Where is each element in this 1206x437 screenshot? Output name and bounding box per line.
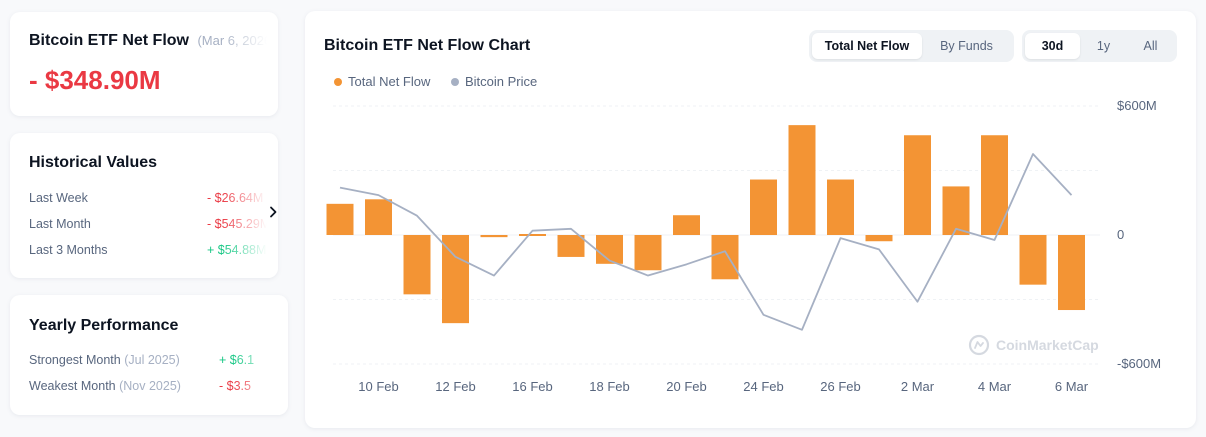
historical-row: Last Week - $26.64M <box>29 191 269 207</box>
net-flow-chart[interactable]: $600M 0 -$600M 10 Feb 12 Feb 16 Feb 18 Feb 20 F… <box>305 11 1196 428</box>
range-30d-button[interactable]: 30d <box>1025 33 1080 59</box>
flow-bar <box>711 235 739 280</box>
range-1y-button[interactable]: 1y <box>1096 39 1111 53</box>
flow-bar <box>634 235 662 271</box>
yearly-performance-title: Yearly Performance <box>29 317 179 334</box>
historical-row: Last Month - $545.29M <box>29 217 271 233</box>
flow-bar <box>673 215 700 235</box>
yearly-row-value: - $3.5 <box>219 379 251 393</box>
yearly-row-period: (Nov 2025) <box>119 379 181 393</box>
flow-bar <box>326 203 354 235</box>
y-tick-label: -$600M <box>1117 356 1161 371</box>
flow-bar <box>1058 235 1085 311</box>
yearly-row-label: Strongest Month (Jul 2025) <box>29 353 180 367</box>
coinmarketcap-logo-icon <box>968 334 990 356</box>
historical-row-label: Last Month <box>29 217 91 231</box>
historical-values-title: Historical Values <box>29 154 158 171</box>
bar-series <box>326 125 1085 324</box>
tab-by-funds[interactable]: By Funds <box>940 39 993 53</box>
yearly-row: Strongest Month (Jul 2025) + $6.1 <box>29 353 269 369</box>
x-tick-label: 2 Mar <box>901 379 935 394</box>
historical-row-value: - $26.64M <box>207 191 264 205</box>
legend-item-total-net-flow[interactable]: Total Net Flow <box>334 74 430 89</box>
net-flow-date: (Mar 6, 2026) <box>197 33 276 48</box>
flow-bar <box>827 179 854 235</box>
flow-bar <box>788 125 816 235</box>
yearly-row-name: Strongest Month <box>29 353 121 367</box>
legend-item-bitcoin-price[interactable]: Bitcoin Price <box>451 74 537 89</box>
range-toggle: 30d 1y All <box>1022 30 1177 62</box>
historical-row: Last 3 Months + $54.88M <box>29 243 269 259</box>
legend-label: Total Net Flow <box>348 74 431 89</box>
historical-row-value: - $545.29M <box>207 217 271 231</box>
x-tick-label: 10 Feb <box>358 379 398 394</box>
historical-values-card[interactable]: Historical Values Last Week - $26.64M La… <box>10 133 278 278</box>
tab-total-net-flow[interactable]: Total Net Flow <box>812 33 922 59</box>
flow-bar <box>480 235 508 238</box>
price-line <box>339 153 1073 331</box>
yearly-row-name: Weakest Month <box>29 379 116 393</box>
yearly-row-period: (Jul 2025) <box>124 353 180 367</box>
price-series <box>339 153 1073 331</box>
card-fade <box>222 12 278 116</box>
x-tick-label: 18 Feb <box>589 379 629 394</box>
watermark: CoinMarketCap <box>968 334 1099 356</box>
chart-title: Bitcoin ETF Net Flow Chart <box>324 37 531 54</box>
yearly-performance-card: Yearly Performance Strongest Month (Jul … <box>10 295 288 415</box>
legend-label: Bitcoin Price <box>465 74 538 89</box>
historical-row-label: Last 3 Months <box>29 243 108 257</box>
chevron-right-icon[interactable] <box>266 205 280 219</box>
net-flow-title-row: Bitcoin ETF Net Flow (Mar 6, 2026) <box>29 32 276 50</box>
view-toggle: Total Net Flow By Funds <box>809 30 1014 62</box>
x-tick-label: 4 Mar <box>978 379 1012 394</box>
x-tick-label: 24 Feb <box>743 379 783 394</box>
axes: $600M 0 -$600M 10 Feb 12 Feb 16 Feb 18 Feb 20 F… <box>358 98 1161 394</box>
x-tick-label: 16 Feb <box>512 379 552 394</box>
flow-bar <box>596 235 623 264</box>
flow-bar <box>442 235 469 324</box>
flow-bar <box>942 186 970 235</box>
flow-bar <box>1019 235 1047 285</box>
historical-row-value: + $54.88M <box>207 243 267 257</box>
flow-bar <box>365 199 392 235</box>
x-tick-label: 12 Feb <box>435 379 475 394</box>
flow-bar <box>865 235 893 242</box>
net-flow-value: - $348.90M <box>29 65 161 95</box>
watermark-text: CoinMarketCap <box>996 337 1099 353</box>
net-flow-card: Bitcoin ETF Net Flow (Mar 6, 2026) - $34… <box>10 12 278 116</box>
net-flow-title: Bitcoin ETF Net Flow <box>29 32 189 49</box>
x-tick-label: 26 Feb <box>820 379 860 394</box>
legend-swatch-bar <box>334 77 342 86</box>
yearly-row-value: + $6.1 <box>219 353 255 367</box>
yearly-row-label: Weakest Month (Nov 2025) <box>29 379 181 393</box>
flow-bar <box>519 234 546 236</box>
x-tick-label: 6 Mar <box>1055 379 1089 394</box>
legend-swatch-line <box>451 77 459 86</box>
yearly-row: Weakest Month (Nov 2025) - $3.5 <box>29 379 269 395</box>
flow-bar <box>904 135 931 235</box>
flow-bar <box>403 235 431 295</box>
chart-card: Bitcoin ETF Net Flow Chart Total Net Flo… <box>305 11 1196 428</box>
historical-row-label: Last Week <box>29 191 88 205</box>
flow-bar <box>557 235 585 257</box>
x-tick-label: 20 Feb <box>666 379 706 394</box>
y-tick-label: $600M <box>1117 98 1157 113</box>
y-tick-label: 0 <box>1117 227 1124 242</box>
flow-bar <box>750 179 777 235</box>
range-all-button[interactable]: All <box>1143 39 1158 53</box>
